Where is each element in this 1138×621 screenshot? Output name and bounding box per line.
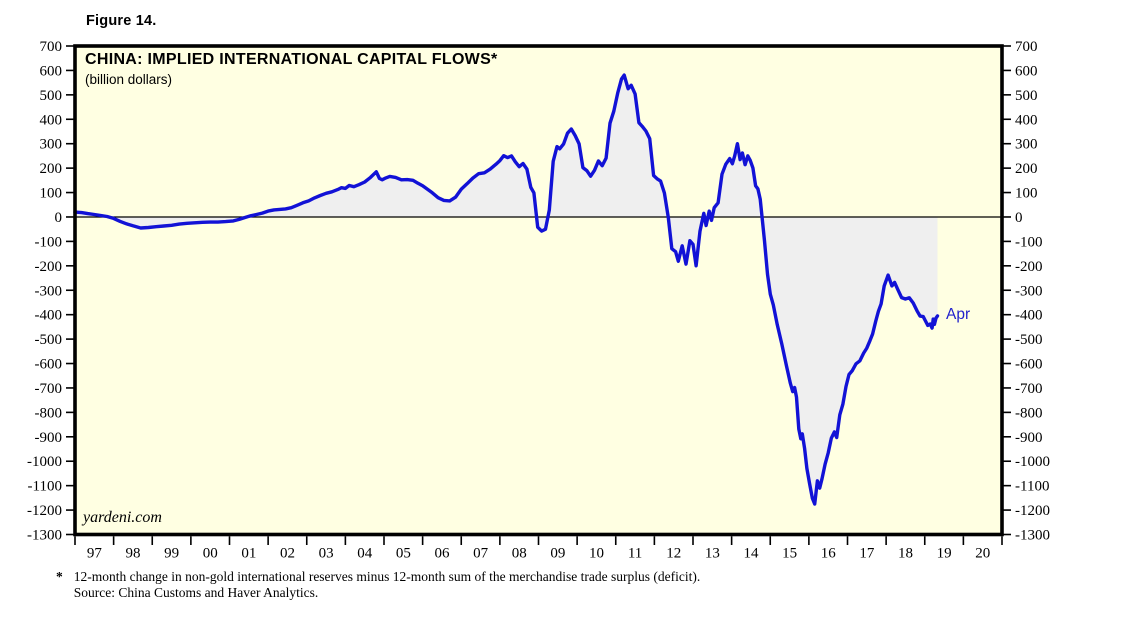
series-end-label: Apr: [946, 306, 971, 323]
y-tick-label-right: -400: [1015, 308, 1043, 324]
y-tick-label-right: -800: [1015, 405, 1043, 421]
x-tick-label: 07: [473, 546, 489, 562]
y-tick-label-right: 600: [1015, 63, 1038, 79]
x-tick-label: 97: [87, 546, 103, 562]
x-tick-label: 13: [705, 546, 720, 562]
y-tick-label-left: -400: [35, 308, 63, 324]
x-tick-label: 17: [859, 546, 875, 562]
footnote-line1: 12-month change in non-gold internationa…: [73, 569, 701, 584]
figure-label: Figure 14.: [86, 13, 157, 29]
chart-title: CHINA: IMPLIED INTERNATIONAL CAPITAL FLO…: [85, 51, 498, 68]
x-tick-label: 20: [975, 546, 990, 562]
x-tick-label: 06: [434, 546, 450, 562]
y-tick-label-left: -200: [35, 259, 63, 275]
y-tick-label-left: -500: [35, 332, 63, 348]
x-tick-label: 09: [550, 546, 565, 562]
x-tick-label: 03: [319, 546, 334, 562]
y-tick-label-left: 300: [40, 137, 63, 153]
x-tick-label: 98: [125, 546, 140, 562]
y-tick-label-left: 500: [40, 88, 63, 104]
watermark-link[interactable]: yardeni.com: [83, 509, 162, 526]
x-tick-label: 14: [743, 546, 759, 562]
y-tick-label-right: 500: [1015, 88, 1038, 104]
x-tick-label: 02: [280, 546, 295, 562]
y-tick-label-left: -600: [35, 357, 63, 373]
y-tick-label-right: 700: [1015, 39, 1038, 55]
y-tick-label-right: -900: [1015, 430, 1043, 446]
chart-subtitle: (billion dollars): [85, 72, 173, 87]
y-tick-label-right: 300: [1015, 137, 1038, 153]
y-tick-label-right: -1100: [1015, 479, 1049, 495]
y-tick-label-left: -300: [35, 283, 63, 299]
footnote-marker: *: [56, 569, 63, 584]
x-tick-label: 10: [589, 546, 604, 562]
footnote-text: 12-month change in non-gold internationa…: [74, 569, 700, 601]
y-tick-label-left: -1300: [27, 528, 62, 544]
y-tick-label-right: -100: [1015, 234, 1043, 250]
x-tick-label: 19: [937, 546, 952, 562]
y-tick-label-right: -1300: [1015, 528, 1050, 544]
y-tick-label-left: 200: [40, 161, 63, 177]
y-tick-label-right: -300: [1015, 283, 1043, 299]
y-tick-label-left: 0: [55, 210, 63, 226]
capital-flows-line: [73, 73, 940, 506]
y-tick-label-right: -1200: [1015, 503, 1050, 519]
y-tick-label-left: -1100: [28, 479, 62, 495]
y-tick-label-right: 100: [1015, 186, 1038, 202]
x-tick-label: 16: [821, 546, 837, 562]
x-tick-label: 01: [241, 546, 256, 562]
y-tick-label-left: -700: [35, 381, 63, 397]
y-tick-label-right: -500: [1015, 332, 1043, 348]
y-tick-label-right: -700: [1015, 381, 1043, 397]
y-tick-label-left: 700: [40, 39, 63, 55]
y-tick-label-right: 0: [1015, 210, 1023, 226]
x-axis: 97 98 99 00 01 02 03 04 05 06 07 08 09 10 11 12 13 14 15 16…: [74, 536, 1003, 562]
y-tick-label-left: 600: [40, 63, 63, 79]
y-tick-label-left: -900: [35, 430, 63, 446]
footnote-line2: Source: China Customs and Haver Analytic…: [73, 585, 319, 600]
x-tick-label: 15: [782, 546, 797, 562]
x-tick-label: 12: [666, 546, 681, 562]
y-tick-label-left: -1200: [27, 503, 62, 519]
footnote: * 12-month change in non-gold internatio…: [56, 569, 700, 601]
x-tick-label: 05: [396, 546, 411, 562]
y-tick-label-right: -600: [1015, 357, 1043, 373]
y-axis: 700 700 600 600 500 500 400 400 300 300 200 200 100 1…: [27, 39, 1050, 544]
y-tick-label-left: -800: [35, 405, 63, 421]
y-tick-label-left: -100: [35, 234, 63, 250]
y-tick-label-right: 400: [1015, 112, 1038, 128]
x-tick-label: 99: [164, 546, 179, 562]
x-tick-label: 00: [203, 546, 218, 562]
y-tick-label-left: 400: [40, 112, 63, 128]
x-tick-label: 11: [628, 546, 642, 562]
y-tick-label-right: 200: [1015, 161, 1038, 177]
y-tick-label-right: -200: [1015, 259, 1043, 275]
x-tick-label: 18: [898, 546, 913, 562]
y-tick-label-left: 100: [40, 186, 63, 202]
x-tick-label: 04: [357, 546, 373, 562]
y-tick-label-right: -1000: [1015, 454, 1050, 470]
y-tick-label-left: -1000: [27, 454, 62, 470]
x-tick-label: 08: [512, 546, 527, 562]
